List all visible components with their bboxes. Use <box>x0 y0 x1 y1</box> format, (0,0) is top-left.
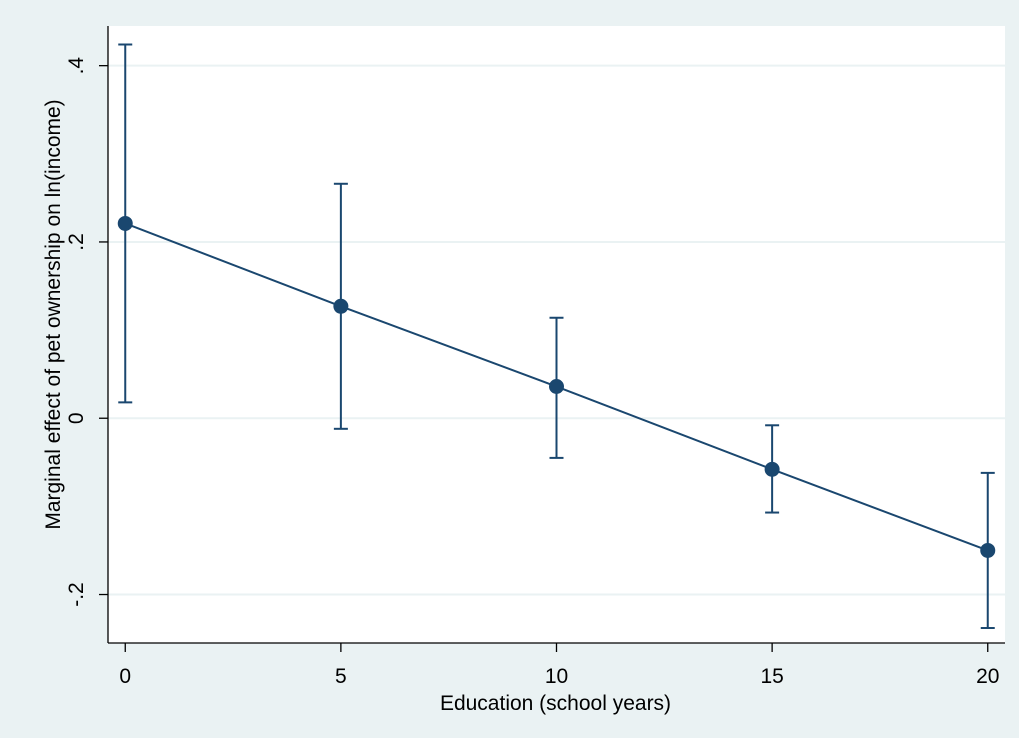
data-point <box>549 379 564 395</box>
data-points <box>117 215 996 558</box>
y-tick-label: -.2 <box>65 582 88 607</box>
y-tick-label: 0 <box>65 412 88 424</box>
data-point <box>333 298 349 314</box>
x-tick-label: 15 <box>760 665 783 688</box>
x-tick-label: 20 <box>976 665 999 688</box>
x-axis-title: Education (school years) <box>440 692 671 715</box>
data-point <box>980 542 996 558</box>
y-tick-label: .4 <box>65 57 88 75</box>
data-point <box>764 461 780 477</box>
y-tick-label: .2 <box>65 233 88 251</box>
y-axis-title: Marginal effect of pet ownership on ln(i… <box>42 99 65 529</box>
data-point <box>117 215 133 231</box>
x-tick-label: 10 <box>545 665 568 688</box>
axes: -.2 0 .2 .4 0 5 10 15 20 <box>65 26 1005 688</box>
x-tick-label: 5 <box>335 665 347 688</box>
grid-lines <box>108 64 1005 596</box>
x-tick-label: 0 <box>119 665 131 688</box>
